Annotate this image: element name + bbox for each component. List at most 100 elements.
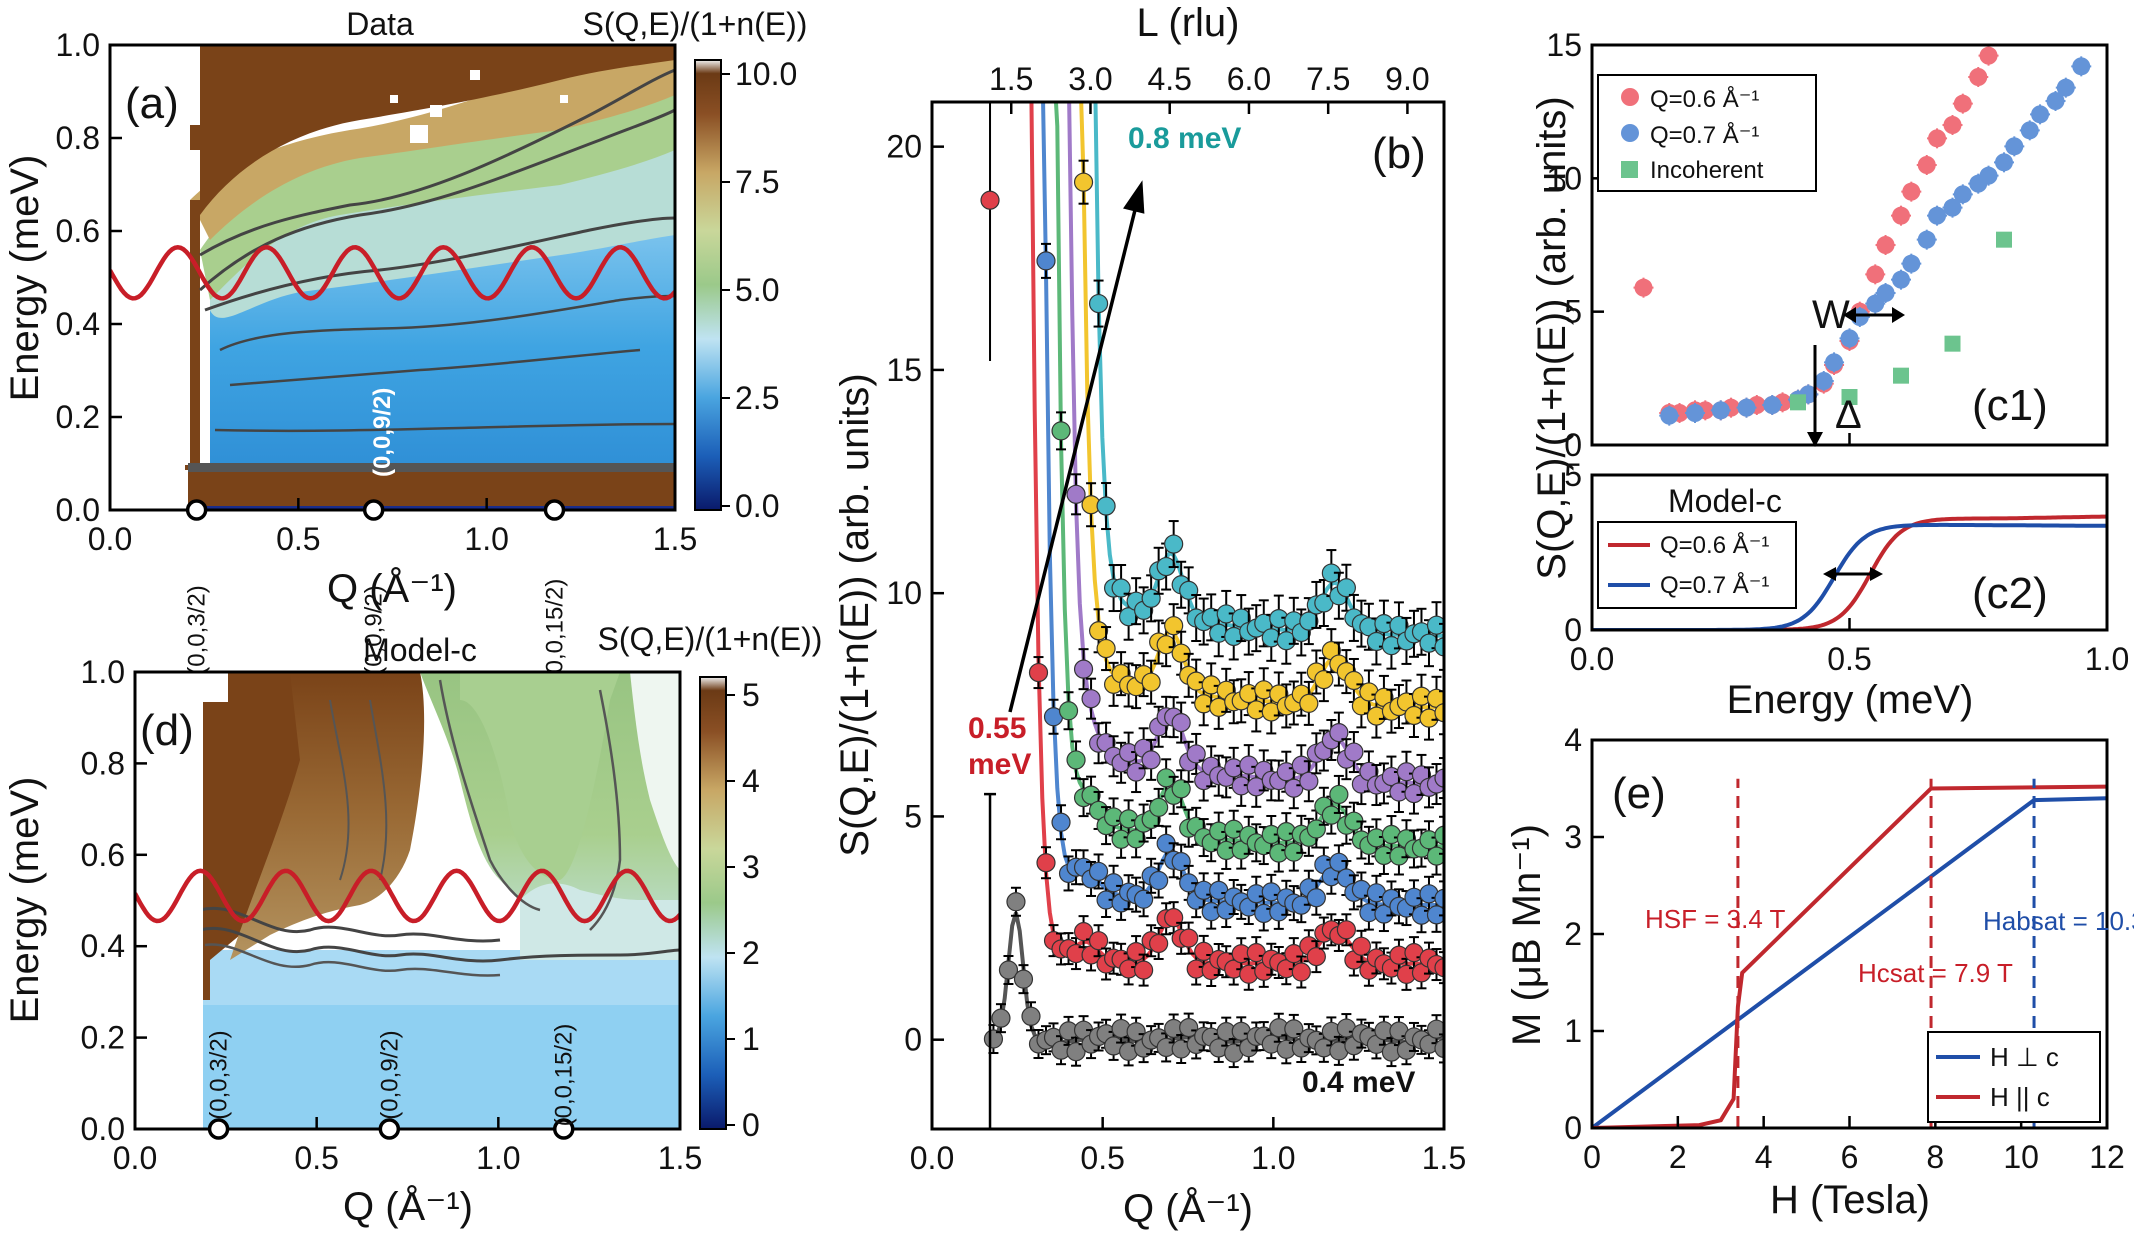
data-point	[1814, 372, 1833, 390]
x-tick-label: 4	[1755, 1139, 1773, 1175]
title-c2: Model-c	[1668, 483, 1782, 519]
data-point	[1126, 1022, 1146, 1042]
ylabel-b: S(Q,E)/(1+n(E)) (arb. units)	[833, 373, 877, 856]
data-point	[991, 1008, 1011, 1028]
data-point	[1006, 892, 1026, 912]
data-point	[1096, 496, 1116, 516]
x-tick-label: 1.0	[1251, 1140, 1295, 1176]
data-point	[1126, 829, 1146, 849]
y-tick-label: 0	[1564, 1110, 1582, 1146]
xlabel-c2: Energy (meV)	[1727, 678, 1974, 722]
q-marker	[207, 1118, 230, 1140]
data-point	[1902, 254, 1921, 273]
data-point	[1299, 693, 1319, 713]
data-point-incoherent	[1996, 231, 2012, 248]
energy-arrow	[1008, 189, 1142, 713]
data-point	[1434, 703, 1444, 723]
data-point	[1126, 762, 1146, 782]
data-point	[1917, 156, 1936, 174]
data-point	[1711, 401, 1730, 420]
data-point	[1979, 46, 1998, 65]
colorbar-d	[699, 676, 727, 1130]
data-point	[1156, 635, 1176, 655]
data-point	[1088, 861, 1109, 882]
top-x-tick-label: 9.0	[1385, 61, 1429, 97]
data-point	[2072, 57, 2091, 76]
top-x-tick-label: 6.0	[1227, 61, 1271, 97]
y-tick-label: 1	[1564, 1013, 1582, 1049]
colorbar-tick-label: 2	[742, 935, 760, 971]
x-tick-label: 1.5	[653, 521, 697, 557]
data-point	[2046, 92, 2065, 110]
data-point	[1902, 182, 1921, 201]
y-tick-label: 15	[886, 352, 922, 388]
y-tick-label: 5	[1564, 457, 1582, 493]
x-tick-label: 1.0	[476, 1140, 520, 1176]
data-point	[998, 960, 1019, 980]
data-point	[1686, 404, 1704, 422]
y-tick-label: 0.4	[56, 306, 100, 342]
data-point	[1344, 670, 1364, 691]
q-marker	[552, 1118, 575, 1140]
data-point	[1434, 958, 1444, 978]
data-point	[1028, 662, 1049, 683]
colorbar-tick-label: 1	[742, 1021, 760, 1057]
annotation-meV: meV	[968, 748, 1031, 781]
data-point	[980, 190, 1000, 210]
data-point	[1073, 659, 1094, 679]
data-point	[1141, 588, 1161, 608]
data-point	[1737, 398, 1756, 417]
panel-a: 0.0 0.5 1.0 1.5 0.0 0.2 0.4 0.6 0.8 1.0 (0,0,3/2)…	[3, 6, 807, 681]
x-tick-label: 6	[1841, 1139, 1859, 1175]
y-tick-label: 0.2	[81, 1020, 125, 1056]
colorbar-tick-label: 10.0	[735, 56, 797, 92]
data-point	[1088, 293, 1109, 314]
q-marker-label: (0,0,3/2)	[184, 585, 211, 674]
annotation-hsat-ab: Habsat = 10.3 T	[1983, 906, 2134, 936]
data-point	[1389, 615, 1409, 635]
y-tick-label: 10	[1546, 160, 1582, 196]
data-point-incoherent	[1944, 335, 1961, 352]
x-tick-label: 0.0	[88, 521, 132, 557]
energy-arrowhead-icon	[1123, 180, 1145, 214]
data-point	[1103, 873, 1124, 893]
legend-c2-q06: Q=0.6 Å⁻¹	[1660, 531, 1769, 559]
y-tick-label: 1.0	[81, 654, 125, 690]
colorbar-tick-label: 0.0	[735, 488, 779, 524]
data-point	[1066, 750, 1086, 770]
y-tick-label: 4	[1564, 722, 1582, 758]
data-point	[2020, 121, 2039, 140]
data-point	[1892, 206, 1910, 225]
ylabel-a: Energy (meV)	[3, 155, 47, 402]
data-point	[1021, 1006, 1041, 1026]
x-tick-label: 0.5	[1827, 641, 1871, 677]
data-point	[1141, 672, 1161, 692]
data-point	[1171, 852, 1191, 872]
panel-label-e: (e)	[1612, 769, 1666, 818]
data-point	[1036, 251, 1056, 271]
y-tick-label: 0	[1564, 612, 1582, 648]
data-point	[1179, 1017, 1199, 1038]
data-point	[1953, 94, 1972, 113]
y-tick-label: 0.8	[81, 745, 125, 781]
data-point	[1141, 750, 1161, 770]
data-point	[1164, 908, 1184, 928]
data-point	[1036, 853, 1056, 873]
data-point	[1943, 116, 1962, 134]
x-tick-label: 0.0	[910, 1140, 954, 1176]
data-point	[1928, 129, 1947, 148]
top-x-tick-label: 1.5	[989, 61, 1033, 97]
data-point	[2031, 105, 2050, 124]
data-point	[1329, 784, 1349, 805]
data-point	[1434, 825, 1444, 845]
data-point	[1111, 578, 1131, 598]
y-tick-label: 5	[1564, 294, 1582, 330]
x-tick-label: 0.5	[1080, 1140, 1124, 1176]
xlabel-e: H (Tesla)	[1770, 1178, 1930, 1222]
y-tick-label: 0.2	[56, 399, 100, 435]
data-point	[1276, 631, 1296, 651]
data-point	[1876, 236, 1895, 254]
legend-e-par: H || c	[1990, 1082, 2050, 1112]
data-point	[1096, 638, 1116, 659]
